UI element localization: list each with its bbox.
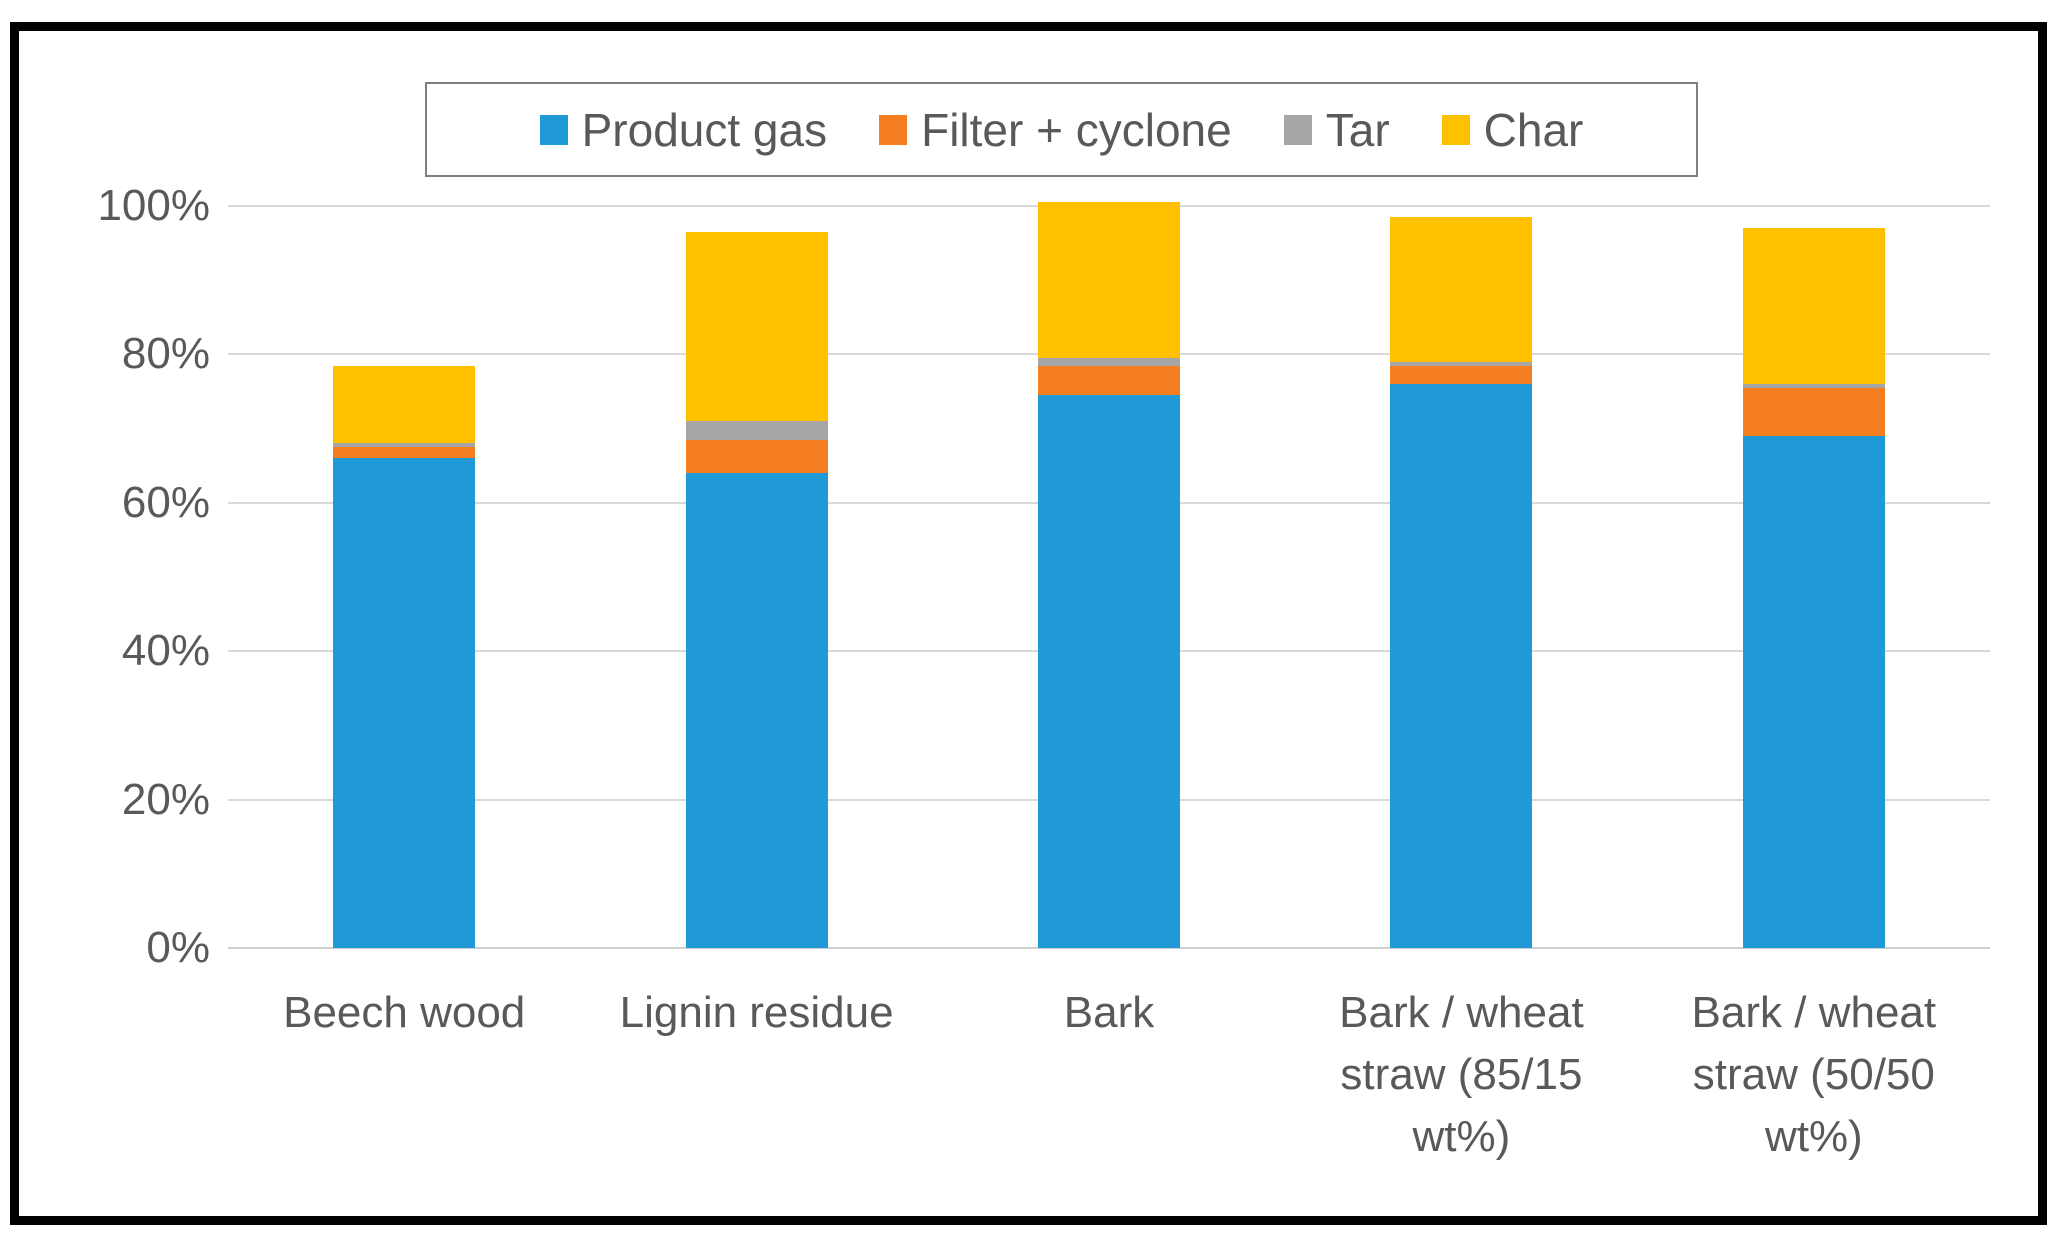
x-axis-category-labels: Beech wood Lignin residue Bark Bark / wheat… xyxy=(228,982,1990,1168)
legend-item-1: Filter + cyclone xyxy=(879,103,1232,157)
stacked-bar-0 xyxy=(333,365,476,948)
y-tick-label-80: 80% xyxy=(121,329,210,379)
bar-segment-product-gas xyxy=(1038,395,1181,948)
bar-segment-tar xyxy=(333,443,476,448)
plot-area xyxy=(228,202,1990,949)
bar-segment-char xyxy=(1390,217,1533,362)
bar-segment-char xyxy=(1038,202,1181,359)
bar-segment-filter-cyclone xyxy=(1038,365,1181,396)
category-label: Lignin residue xyxy=(619,988,894,1037)
bar-segment-filter-cyclone xyxy=(333,447,476,459)
y-tick-label-20: 20% xyxy=(121,774,210,824)
bar-segment-product-gas xyxy=(1742,436,1885,948)
bar-segment-filter-cyclone xyxy=(685,439,828,474)
y-tick-label-60: 60% xyxy=(121,477,210,527)
bar-slot-2 xyxy=(933,202,1285,948)
legend-swatch-icon xyxy=(1283,114,1312,145)
y-tick-label-0: 0% xyxy=(146,923,210,972)
stacked-bar-1 xyxy=(685,232,828,948)
bar-segment-filter-cyclone xyxy=(1390,365,1533,385)
legend-swatch-icon xyxy=(1441,114,1470,145)
bar-slot-1 xyxy=(580,206,932,948)
bar-segment-filter-cyclone xyxy=(1742,387,1885,437)
bar-segment-tar xyxy=(685,421,828,440)
bar-segment-char xyxy=(333,365,476,444)
y-tick-label-100: 100% xyxy=(97,181,210,230)
bar-segment-product-gas xyxy=(685,473,828,948)
category-label: Bark / wheat straw (85/15 wt%) xyxy=(1339,988,1584,1161)
legend-label: Filter + cyclone xyxy=(921,103,1232,156)
bar-slot-4 xyxy=(1638,206,1990,948)
bar-segment-product-gas xyxy=(333,458,476,948)
category-label: Bark xyxy=(1063,988,1155,1037)
legend-label: Product gas xyxy=(581,103,828,156)
legend-swatch-icon xyxy=(879,114,908,145)
bar-slot-0 xyxy=(228,206,580,948)
legend-item-3: Char xyxy=(1441,103,1584,157)
category-label: Beech wood xyxy=(283,988,526,1037)
legend-label: Char xyxy=(1483,103,1584,156)
stacked-bar-4 xyxy=(1742,228,1885,948)
gridline-0 xyxy=(228,947,1990,949)
y-tick-label-40: 40% xyxy=(121,626,210,676)
bars-layer xyxy=(228,202,1990,948)
chart-legend: Product gas Filter + cyclone Tar Char xyxy=(425,82,1698,177)
x-label-slot-2: Bark xyxy=(933,982,1285,1168)
bar-segment-char xyxy=(1742,228,1885,385)
bar-segment-tar xyxy=(1742,384,1885,388)
category-label: Bark / wheat straw (50/50 wt%) xyxy=(1691,988,1937,1161)
bar-segment-tar xyxy=(1038,358,1181,366)
x-label-slot-1: Lignin residue xyxy=(580,982,932,1168)
legend-swatch-icon xyxy=(539,114,568,145)
x-label-slot-0: Beech wood xyxy=(228,982,580,1168)
stacked-bar-2 xyxy=(1038,202,1181,948)
bar-segment-product-gas xyxy=(1390,384,1533,948)
x-label-slot-4: Bark / wheat straw (50/50 wt%) xyxy=(1638,982,1990,1168)
legend-item-0: Product gas xyxy=(539,103,828,157)
legend-label: Tar xyxy=(1325,103,1390,156)
bar-segment-tar xyxy=(1390,361,1533,366)
x-label-slot-3: Bark / wheat straw (85/15 wt%) xyxy=(1285,982,1637,1168)
bar-segment-char xyxy=(685,232,828,422)
stacked-bar-3 xyxy=(1390,217,1533,948)
bar-slot-3 xyxy=(1285,206,1637,948)
legend-item-2: Tar xyxy=(1283,103,1390,157)
